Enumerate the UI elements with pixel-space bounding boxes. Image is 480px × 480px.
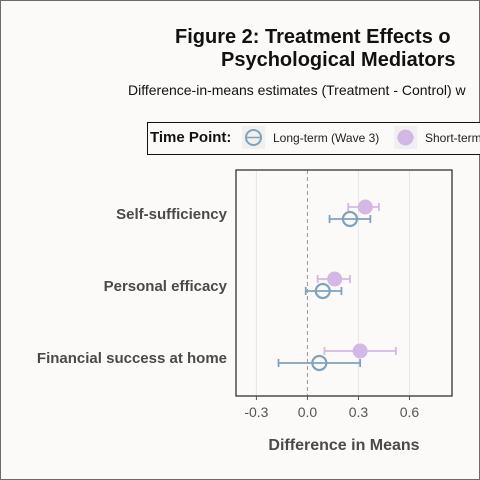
plot-panel <box>236 170 452 396</box>
chart-title: Figure 2: Treatment Effects o Psychologi… <box>175 26 480 71</box>
category-label-1: Personal efficacy <box>104 278 228 295</box>
x-tick-label-1: 0.0 <box>298 404 318 420</box>
category-label-0: Self-sufficiency <box>116 206 228 223</box>
chart-legend: Time Point: Long-term (Wave 3) Short-ter… <box>147 122 480 155</box>
x-axis-label: Difference in Means <box>268 437 419 454</box>
long-term-point-0 <box>341 210 359 228</box>
plot-border <box>235 169 453 397</box>
chart-title-line-1: Figure 2: Treatment Effects o <box>175 26 451 48</box>
x-tick-label-2: 0.3 <box>349 404 369 420</box>
short-term-point-1 <box>327 271 343 287</box>
legend-label-long-term: Long-term (Wave 3) <box>273 131 380 145</box>
legend-key-short-term <box>394 126 417 149</box>
legend-key-long-term <box>242 126 265 149</box>
long-term-point-1 <box>314 282 331 300</box>
category-label-2: Financial success at home <box>37 350 227 367</box>
long-term-point-2 <box>311 354 328 372</box>
legend-label-short-term: Short-term <box>425 131 480 145</box>
x-tick-label-0: -0.3 <box>244 404 268 420</box>
short-term-point-2 <box>352 343 368 359</box>
chart-title-line-2: Psychological Mediators <box>221 49 456 71</box>
x-tick-label-3: 0.6 <box>400 404 420 420</box>
short-term-point-0 <box>357 199 373 215</box>
chart-subtitle: Difference-in-means estimates (Treatment… <box>128 82 466 98</box>
legend-title: Time Point: <box>150 129 232 146</box>
